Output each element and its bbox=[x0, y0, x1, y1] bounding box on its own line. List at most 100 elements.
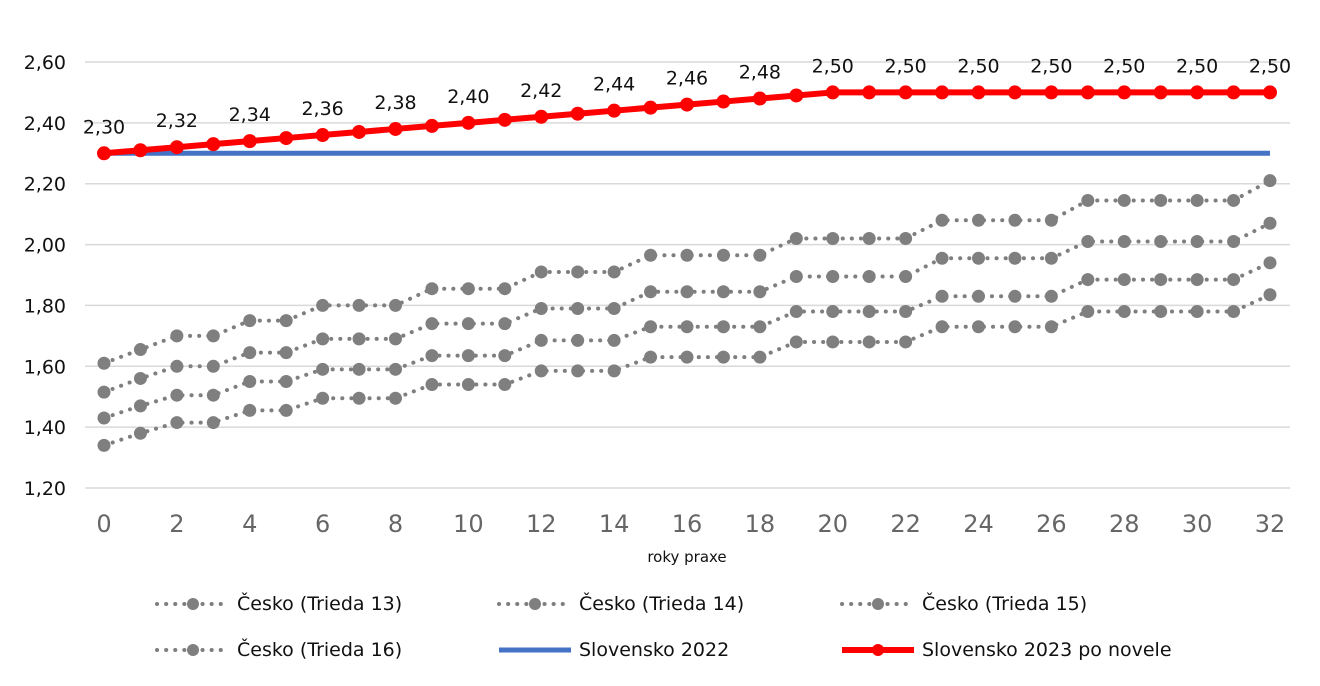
data-point bbox=[972, 320, 985, 334]
data-point bbox=[352, 391, 366, 405]
data-point bbox=[680, 97, 694, 112]
y-tick-label: 1,20 bbox=[24, 478, 66, 500]
x-tick-label: 16 bbox=[672, 510, 703, 538]
y-tick-label: 2,60 bbox=[24, 52, 66, 74]
data-point bbox=[1044, 289, 1058, 303]
data-point bbox=[97, 146, 111, 161]
data-point bbox=[352, 332, 366, 346]
legend-gray-dotted-marker-icon bbox=[840, 598, 916, 610]
data-point bbox=[680, 350, 694, 364]
data-label: 2,36 bbox=[301, 98, 343, 120]
data-label: 2,44 bbox=[593, 74, 635, 96]
data-point bbox=[206, 137, 221, 152]
series-line bbox=[102, 292, 1272, 448]
data-point bbox=[206, 359, 220, 373]
data-label: 2,50 bbox=[1176, 55, 1218, 77]
data-point bbox=[243, 375, 257, 388]
data-point bbox=[680, 248, 694, 262]
legend-item-trieda-16: Česko (Trieda 16) bbox=[155, 639, 402, 661]
y-tick-label: 2,00 bbox=[24, 235, 66, 257]
data-point bbox=[862, 85, 877, 100]
data-point bbox=[97, 385, 111, 399]
legend-red-line-marker-icon bbox=[842, 644, 914, 656]
data-point bbox=[825, 85, 840, 100]
data-label: 2,42 bbox=[520, 80, 562, 102]
data-point bbox=[862, 231, 876, 245]
x-tick-label: 30 bbox=[1182, 510, 1213, 538]
data-point bbox=[716, 320, 730, 334]
x-tick-label: 0 bbox=[96, 510, 111, 538]
data-point bbox=[862, 270, 876, 284]
data-point bbox=[789, 270, 803, 284]
data-point bbox=[534, 301, 548, 315]
data-point bbox=[680, 285, 694, 299]
data-point bbox=[461, 282, 475, 296]
legend-label: Slovensko 2023 po novele bbox=[922, 639, 1172, 661]
data-point bbox=[1154, 305, 1168, 319]
x-tick-label: 2 bbox=[169, 510, 184, 538]
data-point bbox=[1263, 288, 1277, 302]
data-label: 2,48 bbox=[739, 62, 781, 84]
data-point bbox=[1008, 213, 1022, 227]
data-point bbox=[898, 85, 913, 100]
legend-gray-dotted-marker-icon bbox=[155, 598, 231, 610]
data-point bbox=[1263, 256, 1277, 270]
data-point bbox=[315, 128, 330, 143]
data-point bbox=[97, 438, 111, 452]
data-point bbox=[243, 314, 257, 328]
data-point bbox=[424, 118, 439, 133]
data-point bbox=[206, 329, 220, 343]
data-point bbox=[571, 333, 585, 347]
data-point bbox=[972, 213, 985, 227]
data-point bbox=[1044, 251, 1058, 265]
data-point bbox=[1008, 251, 1022, 265]
data-point bbox=[1044, 85, 1059, 100]
legend-label: Slovensko 2022 bbox=[579, 639, 730, 661]
data-point bbox=[425, 317, 439, 331]
data-point bbox=[498, 317, 512, 331]
data-point bbox=[1153, 85, 1168, 100]
x-tick-label: 22 bbox=[890, 510, 921, 538]
data-label: 2,50 bbox=[957, 55, 999, 77]
data-point bbox=[570, 106, 585, 121]
data-label: 2,50 bbox=[1249, 55, 1291, 77]
x-axis-label: roky praxe bbox=[647, 548, 726, 566]
data-point bbox=[316, 298, 330, 312]
data-point bbox=[935, 213, 949, 227]
data-point bbox=[1154, 193, 1168, 207]
data-point bbox=[1190, 235, 1204, 249]
x-tick-label: 28 bbox=[1109, 510, 1140, 538]
data-point bbox=[607, 301, 621, 315]
data-point bbox=[133, 426, 147, 440]
data-label: 2,50 bbox=[1030, 55, 1072, 77]
x-tick-label: 20 bbox=[817, 510, 848, 538]
data-point bbox=[1117, 235, 1131, 249]
data-point bbox=[133, 399, 147, 413]
legend-item-slovensko-2023: Slovensko 2023 po novele bbox=[840, 639, 1172, 661]
data-point bbox=[242, 134, 257, 149]
data-point bbox=[1227, 305, 1241, 319]
data-point bbox=[243, 346, 257, 360]
data-point bbox=[534, 109, 549, 124]
x-tick-label: 26 bbox=[1036, 510, 1067, 538]
data-point bbox=[461, 115, 476, 130]
data-point bbox=[935, 289, 949, 303]
data-point bbox=[789, 335, 803, 349]
data-point bbox=[935, 85, 950, 100]
legend-item-trieda-13: Česko (Trieda 13) bbox=[155, 593, 402, 615]
data-point bbox=[498, 282, 512, 296]
data-point bbox=[571, 265, 585, 279]
data-point bbox=[170, 359, 184, 373]
data-point bbox=[170, 329, 184, 343]
data-point bbox=[352, 124, 367, 139]
data-label: 2,34 bbox=[229, 104, 271, 126]
data-point bbox=[389, 362, 402, 376]
data-point bbox=[170, 416, 184, 430]
data-point bbox=[279, 403, 293, 417]
data-point bbox=[716, 248, 730, 262]
data-point bbox=[316, 332, 330, 346]
data-point bbox=[1117, 273, 1131, 287]
x-tick-label: 18 bbox=[745, 510, 776, 538]
data-point bbox=[461, 317, 475, 331]
data-point bbox=[1263, 174, 1277, 188]
